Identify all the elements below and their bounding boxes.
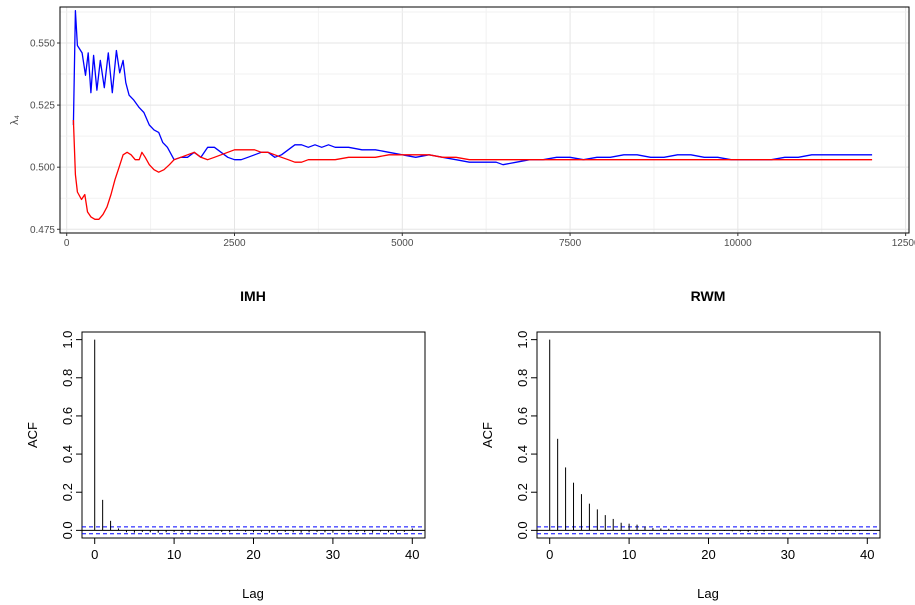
acf-imh-x-tick-label: 20 xyxy=(246,547,260,562)
acf-rwm-x-tick-label: 30 xyxy=(781,547,795,562)
trace-series xyxy=(72,10,873,220)
trace-y-tick-label: 0.500 xyxy=(30,163,55,174)
acf-rwm-content: 0 10 20 30 40 0.0 0.2 0.4 0.6 0.8 1.0 xyxy=(515,331,880,562)
acf-rwm-y-tick-label: 0.8 xyxy=(515,369,530,387)
acf-rwm-y-tick-label: 1.0 xyxy=(515,331,530,349)
acf-imh-y-tick-label: 0.0 xyxy=(60,521,75,539)
acf-rwm-x-tick-label: 10 xyxy=(622,547,636,562)
acf-rwm-x-tick-label: 40 xyxy=(860,547,874,562)
acf-rwm-title: RWM xyxy=(691,288,726,304)
trace-y-tick-label: 0.475 xyxy=(30,225,55,236)
acf-imh-title: IMH xyxy=(240,288,266,304)
acf-rwm-y-tick-label: 0.6 xyxy=(515,407,530,425)
trace-grid xyxy=(60,7,909,233)
acf-imh-x-tick-label: 10 xyxy=(167,547,181,562)
trace-series-blue xyxy=(72,10,873,166)
acf-imh-frame xyxy=(81,331,426,539)
acf-imh-x-tick-label: 30 xyxy=(326,547,340,562)
acf-imh-x-tick-label: 40 xyxy=(405,547,419,562)
trace-y-tick-label: 0.525 xyxy=(30,101,55,112)
trace-x-tick-label: 10000 xyxy=(724,238,752,249)
trace-x-tick-label: 5000 xyxy=(391,238,414,249)
trace-x-tick-label: 2500 xyxy=(223,238,246,249)
acf-rwm-frame xyxy=(536,331,881,539)
acf-panel-imh: IMH 0 10 20 30 40 0.0 0.2 0.4 0.6 0.8 1.0 Lag ACF xyxy=(25,288,426,601)
acf-rwm-y-tick-label: 0.0 xyxy=(515,521,530,539)
acf-panel-rwm: RWM 0 10 20 30 40 0.0 0.2 0.4 0.6 0.8 1.0 Lag ACF xyxy=(480,288,881,601)
acf-rwm-x-tick-label: 20 xyxy=(701,547,715,562)
acf-imh-y-axis-label: ACF xyxy=(25,422,40,448)
acf-rwm-x-tick-label: 0 xyxy=(546,547,553,562)
acf-imh-x-tick-label: 0 xyxy=(91,547,98,562)
trace-y-tick-label: 0.550 xyxy=(30,39,55,50)
acf-rwm-x-axis-label: Lag xyxy=(697,586,719,601)
acf-imh-y-tick-label: 0.4 xyxy=(60,445,75,463)
trace-y-ticks: 0.475 0.500 0.525 0.550 xyxy=(30,39,60,236)
acf-rwm-y-axis-label: ACF xyxy=(480,422,495,448)
acf-imh-x-axis-label: Lag xyxy=(242,586,264,601)
trace-series-red xyxy=(72,119,873,220)
trace-x-tick-label: 7500 xyxy=(559,238,582,249)
acf-imh-y-tick-label: 1.0 xyxy=(60,331,75,349)
acf-imh-content: 0 10 20 30 40 0.0 0.2 0.4 0.6 0.8 1.0 xyxy=(60,331,425,562)
acf-rwm-y-tick-label: 0.2 xyxy=(515,483,530,501)
trace-x-tick-label: 0 xyxy=(64,238,70,249)
acf-imh-y-tick-label: 0.2 xyxy=(60,483,75,501)
trace-plot-frame xyxy=(59,6,910,234)
acf-imh-y-tick-label: 0.6 xyxy=(60,407,75,425)
trace-y-axis-label: λ₄ xyxy=(9,115,21,126)
acf-rwm-y-tick-label: 0.4 xyxy=(515,445,530,463)
acf-imh-y-tick-label: 0.8 xyxy=(60,369,75,387)
